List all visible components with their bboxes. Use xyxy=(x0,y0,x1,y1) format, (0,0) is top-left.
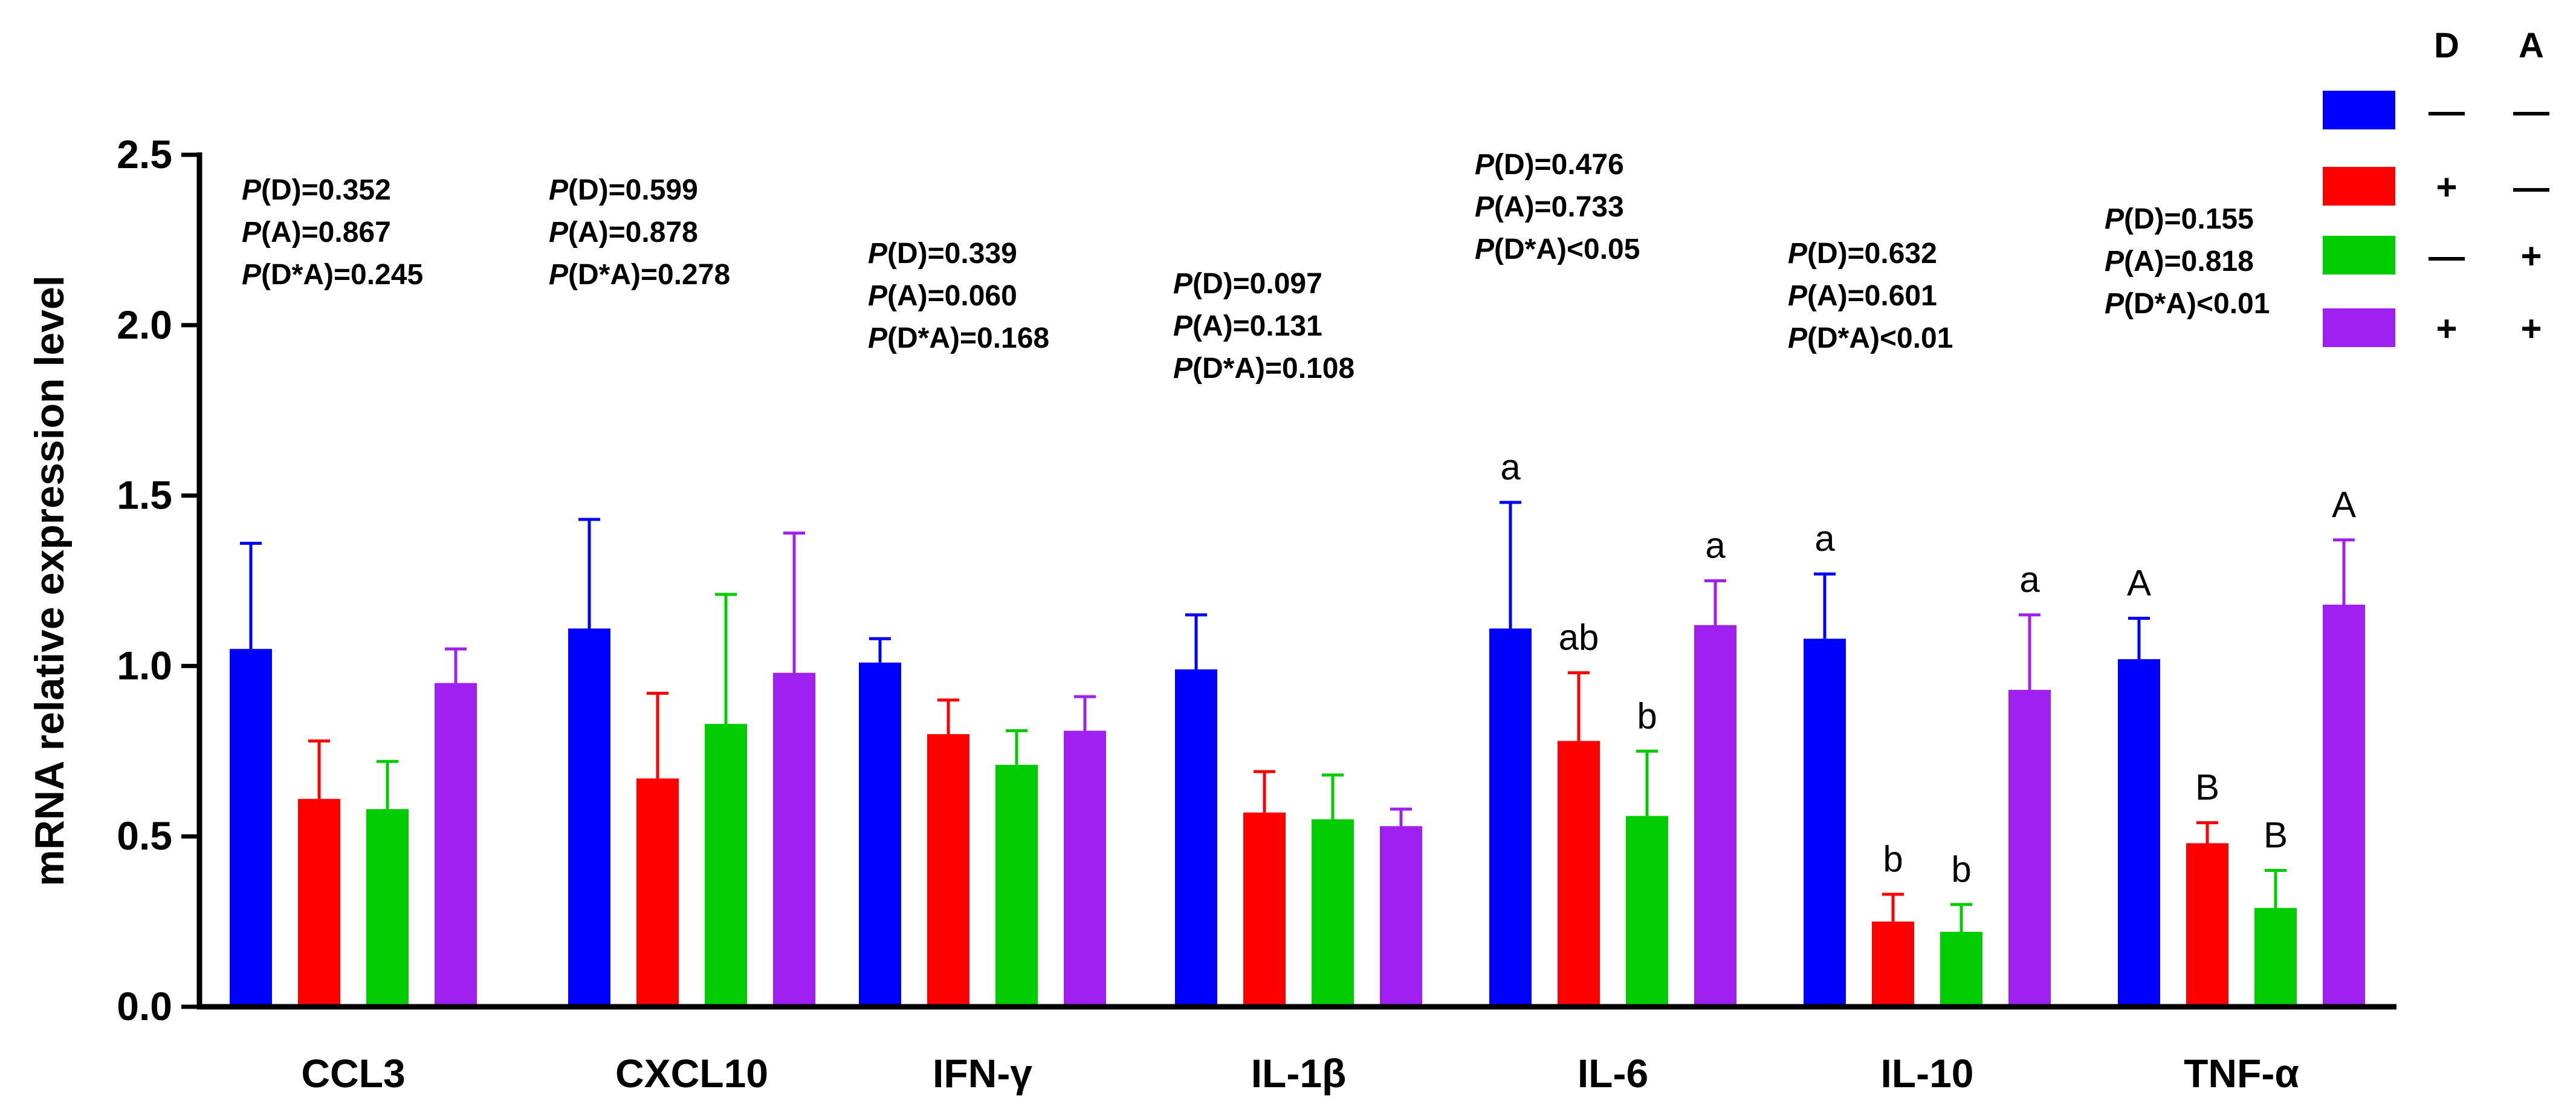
p-value-label: P(A)=0.601 xyxy=(1788,280,1937,312)
bar-CCL3-1 xyxy=(230,649,272,1007)
bar-IL-10-1 xyxy=(1804,639,1846,1007)
y-tick-label: 1.5 xyxy=(117,473,172,518)
p-value-label: P(A)=0.867 xyxy=(242,216,391,249)
bar-CCL3-4 xyxy=(435,683,477,1007)
p-value-label: P(D)=0.097 xyxy=(1173,268,1322,300)
significance-letter: B xyxy=(2264,815,2288,856)
bar-CXCL10-1 xyxy=(568,628,610,1007)
y-tick-label: 0.5 xyxy=(117,813,172,858)
legend-a-sign: — xyxy=(2513,167,2549,207)
legend-d-sign: — xyxy=(2429,91,2465,131)
legend-swatch xyxy=(2323,91,2395,129)
bar-IFN-γ-4 xyxy=(1064,730,1106,1007)
x-tick-label: CCL3 xyxy=(301,1051,405,1096)
p-value-label: P(A)=0.878 xyxy=(549,216,698,249)
p-value-label: P(D*A)=0.245 xyxy=(242,259,423,291)
x-tick-label: IL-6 xyxy=(1578,1051,1648,1096)
bar-IL-1β-1 xyxy=(1175,669,1217,1007)
p-value-label: P(D)=0.599 xyxy=(549,174,698,206)
bar-IL-1β-4 xyxy=(1380,826,1422,1007)
x-tick-label: IL-10 xyxy=(1880,1051,1973,1096)
x-tick-label: CXCL10 xyxy=(615,1051,768,1096)
p-value-label: P(A)=0.733 xyxy=(1475,191,1624,223)
legend-swatch xyxy=(2323,167,2395,206)
bar-TNF-α-1 xyxy=(2118,659,2160,1007)
legend-d-sign: + xyxy=(2436,167,2457,207)
p-value-label: P(A)=0.060 xyxy=(868,280,1017,312)
bar-IL-6-2 xyxy=(1558,741,1600,1007)
x-tick-label: TNF-α xyxy=(2184,1051,2299,1096)
bar-TNF-α-2 xyxy=(2186,843,2228,1007)
legend-header: A xyxy=(2519,26,2544,65)
legend-swatch xyxy=(2323,236,2395,275)
significance-letter: a xyxy=(1500,447,1521,487)
bar-IFN-γ-1 xyxy=(859,662,901,1007)
p-value-label: P(D*A)=0.108 xyxy=(1173,353,1354,385)
bar-IL-1β-3 xyxy=(1312,819,1354,1007)
significance-letter: a xyxy=(1814,518,1835,559)
legend-swatch xyxy=(2323,308,2395,347)
legend: D A — — + — — + + + xyxy=(2323,26,2549,349)
bar-TNF-α-4 xyxy=(2323,604,2365,1007)
bar-IL-6-4 xyxy=(1694,625,1736,1007)
y-tick-label: 2.5 xyxy=(117,132,172,177)
bar-IL-6-1 xyxy=(1489,628,1532,1007)
significance-letter: B xyxy=(2195,767,2219,808)
legend-d-sign: — xyxy=(2429,236,2465,276)
y-tick-label: 0.0 xyxy=(117,984,172,1029)
bar-IFN-γ-3 xyxy=(995,764,1038,1007)
significance-letter: a xyxy=(1705,525,1726,566)
axes: 0.0 0.5 1.0 1.5 2.0 2.5 mRNA relative expressi… xyxy=(27,132,2396,1096)
bar-CXCL10-3 xyxy=(705,724,747,1007)
p-value-label: P(D*A)<0.01 xyxy=(1788,322,1953,354)
y-tick-label: 2.0 xyxy=(117,302,172,347)
p-value-label: P(D*A)<0.05 xyxy=(1475,233,1640,265)
bar-IFN-γ-2 xyxy=(927,734,969,1007)
significance-letter: a xyxy=(2019,559,2040,600)
p-value-label: P(D*A)<0.01 xyxy=(2105,288,2270,320)
legend-a-sign: — xyxy=(2513,91,2549,131)
p-value-label: P(D)=0.339 xyxy=(868,238,1017,270)
bar-CXCL10-2 xyxy=(636,778,679,1007)
p-value-label: P(D)=0.476 xyxy=(1475,149,1624,181)
bar-IL-1β-2 xyxy=(1243,812,1286,1007)
legend-d-sign: + xyxy=(2436,308,2457,349)
y-axis-label: mRNA relative expression level xyxy=(27,275,73,886)
bar-CCL3-3 xyxy=(366,809,409,1007)
p-value-label: P(A)=0.131 xyxy=(1173,310,1322,342)
legend-a-sign: + xyxy=(2520,308,2542,349)
significance-letter: ab xyxy=(1559,617,1599,658)
bar-IL-10-4 xyxy=(2008,689,2051,1007)
significance-letter: b xyxy=(1883,839,1903,879)
bar-CCL3-2 xyxy=(298,799,340,1007)
p-value-label: P(D)=0.632 xyxy=(1788,238,1937,270)
x-tick-label: IL-1β xyxy=(1251,1051,1347,1096)
x-tick-label: IFN-γ xyxy=(933,1051,1032,1096)
bar-CXCL10-4 xyxy=(773,672,815,1007)
p-value-label: P(D)=0.352 xyxy=(242,174,391,206)
significance-letter: b xyxy=(1637,695,1657,736)
bar-TNF-α-3 xyxy=(2254,908,2297,1007)
p-value-label: P(A)=0.818 xyxy=(2105,245,2254,278)
y-tick-label: 1.0 xyxy=(117,643,172,688)
significance-letter: A xyxy=(2127,562,2151,603)
bars xyxy=(230,501,2365,1007)
legend-a-sign: + xyxy=(2520,236,2542,276)
significance-letter: b xyxy=(1951,849,1971,889)
legend-header: D xyxy=(2434,26,2459,65)
p-value-label: P(D*A)=0.168 xyxy=(868,322,1049,354)
significance-letter: A xyxy=(2332,484,2356,525)
bar-IL-10-3 xyxy=(1940,932,1982,1007)
bar-IL-6-3 xyxy=(1626,816,1668,1007)
p-value-label: P(D*A)=0.278 xyxy=(549,259,730,291)
bar-IL-10-2 xyxy=(1872,922,1914,1007)
p-value-label: P(D)=0.155 xyxy=(2105,203,2254,235)
